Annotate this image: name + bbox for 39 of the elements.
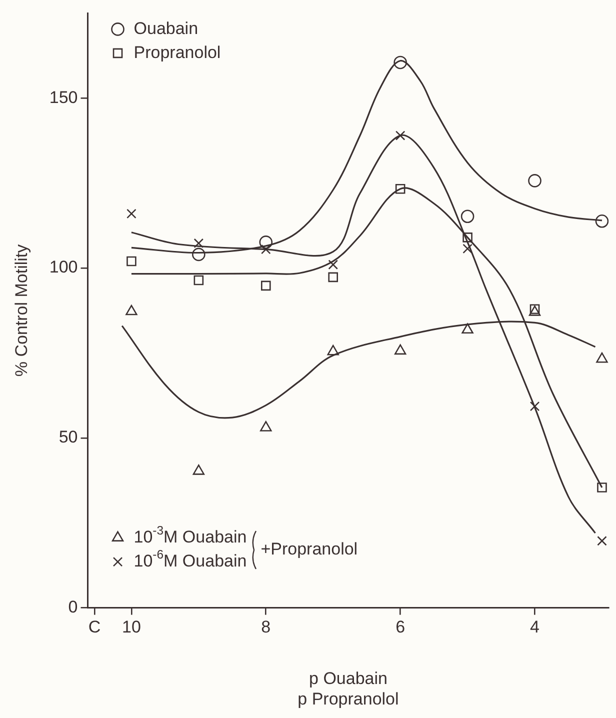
point	[260, 421, 272, 432]
point	[395, 184, 406, 194]
point	[126, 256, 136, 266]
point	[597, 482, 607, 492]
x-tick-label: 4	[530, 618, 540, 637]
x-tick-label: C	[88, 618, 101, 637]
point	[460, 210, 474, 224]
point	[528, 174, 542, 188]
legend-label: Ouabain	[134, 18, 198, 38]
point	[126, 208, 136, 219]
point	[126, 304, 138, 316]
x-axis-title: p Ouabain p Propranolol	[298, 669, 399, 708]
point	[462, 244, 472, 254]
point	[194, 275, 204, 286]
point	[328, 260, 338, 270]
point	[596, 352, 608, 363]
x-tick-label: 8	[261, 618, 271, 637]
y-tick-label: 150	[49, 88, 78, 107]
y-tick-label: 0	[68, 597, 78, 616]
point	[595, 214, 609, 228]
point	[259, 236, 273, 249]
point	[394, 56, 407, 70]
point	[597, 536, 607, 546]
point	[462, 232, 472, 242]
point	[192, 464, 205, 475]
point	[462, 323, 474, 334]
x-tick-label: 10	[122, 618, 141, 637]
point	[192, 248, 206, 262]
y-axis-title: % Control Motility	[12, 244, 31, 377]
point	[260, 280, 271, 291]
point	[394, 344, 406, 355]
annotation: +Propranolol	[260, 539, 358, 558]
point	[328, 272, 338, 282]
y-tick-label: 100	[49, 258, 78, 277]
legend-label: Propranolol	[134, 42, 221, 62]
x-tick-label: 6	[396, 618, 406, 637]
y-tick-label: 50	[58, 428, 78, 447]
point	[395, 130, 406, 140]
point	[327, 344, 339, 356]
